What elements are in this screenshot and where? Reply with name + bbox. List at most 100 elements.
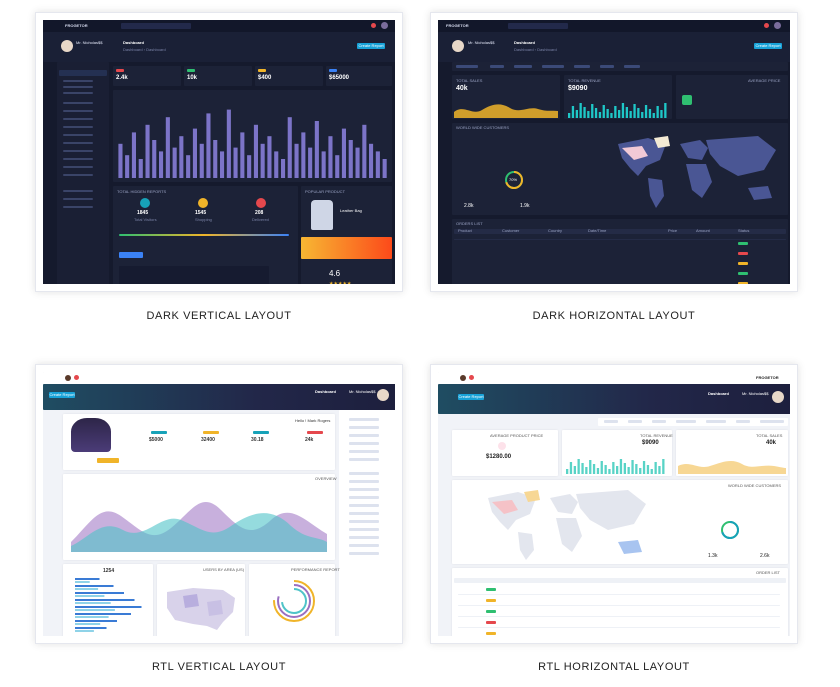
sidebar-item[interactable]	[349, 434, 379, 437]
sidebar-item[interactable]	[63, 126, 93, 128]
bar-16	[220, 151, 225, 178]
search-input[interactable]	[121, 23, 191, 29]
nav-item[interactable]	[676, 420, 696, 423]
stat-badge	[203, 431, 219, 434]
sidebar	[339, 410, 395, 636]
search-input[interactable]	[508, 23, 568, 29]
sidebar-item[interactable]	[63, 102, 93, 104]
mini-column	[641, 112, 644, 118]
sidebar-item[interactable]	[349, 442, 379, 445]
table-row[interactable]	[454, 239, 786, 240]
sidebar-item[interactable]	[349, 504, 379, 507]
rating-value: 4.6	[329, 269, 341, 278]
brand-logo: FROGETOR	[65, 23, 88, 28]
sidebar-item[interactable]	[63, 190, 93, 192]
notification-icon[interactable]	[74, 375, 79, 380]
notification-icon[interactable]	[371, 23, 376, 28]
mini-column	[644, 105, 648, 118]
sidebar-item[interactable]	[349, 472, 379, 475]
nav-item[interactable]	[600, 65, 614, 68]
nav-item[interactable]	[490, 65, 504, 68]
table-row[interactable]	[458, 605, 780, 606]
hbar	[75, 581, 90, 583]
sidebar-item[interactable]	[63, 206, 93, 208]
create-report-button[interactable]: Create Report	[754, 43, 782, 49]
avatar[interactable]	[381, 22, 388, 29]
dark-horizontal-preview[interactable]: FROGETOR Mr. Nicholas$$ Dashboard Dashbo…	[430, 12, 798, 292]
sidebar-item[interactable]	[349, 426, 379, 429]
mini-column	[658, 466, 661, 474]
nav-item[interactable]	[604, 420, 618, 423]
sidebar-item[interactable]	[63, 158, 93, 160]
sidebar-item[interactable]	[349, 512, 379, 515]
sidebar-item[interactable]	[349, 520, 379, 523]
notification-icon[interactable]	[469, 375, 474, 380]
mini-column	[623, 463, 626, 474]
table-row[interactable]	[458, 627, 780, 628]
avatar[interactable]	[65, 375, 71, 381]
nav-item[interactable]	[736, 420, 750, 423]
sidebar-item[interactable]	[349, 450, 379, 453]
sidebar-item-dashboard[interactable]	[59, 70, 107, 76]
status-badge	[738, 272, 748, 275]
nav-item[interactable]	[542, 65, 564, 68]
table-row[interactable]	[458, 594, 780, 595]
profile-avatar	[61, 40, 73, 52]
bar-28	[301, 132, 306, 178]
sidebar-item[interactable]	[63, 92, 93, 94]
rtl-horizontal-preview[interactable]: FROGETOR Create Report Dashboard Mr. Nic…	[430, 364, 798, 644]
create-report-button[interactable]: Create Report	[357, 43, 385, 49]
timeline-button[interactable]	[119, 252, 143, 258]
sidebar-item[interactable]	[63, 166, 93, 168]
notification-icon[interactable]	[764, 23, 769, 28]
sidebar-item[interactable]	[349, 480, 379, 483]
sidebar-item[interactable]	[63, 134, 93, 136]
sidebar-item[interactable]	[63, 150, 93, 152]
avatar[interactable]	[460, 375, 466, 381]
nav-item[interactable]	[706, 420, 726, 423]
sidebar-item[interactable]	[63, 198, 93, 200]
create-report-button[interactable]: Create Report	[458, 394, 484, 400]
rtl-vertical-preview[interactable]: Create Report Dashboard Mr. Nicholas$$	[35, 364, 403, 644]
sidebar-item[interactable]	[63, 118, 93, 120]
bar-7	[159, 151, 164, 178]
nav-item[interactable]	[652, 420, 666, 423]
sidebar-item[interactable]	[63, 80, 93, 82]
sidebar-item[interactable]	[63, 174, 93, 176]
sidebar-item[interactable]	[349, 418, 379, 421]
hbar	[75, 623, 101, 625]
bar-32	[328, 136, 333, 178]
revenue-column-chart	[568, 103, 667, 118]
nav-item[interactable]	[456, 65, 478, 68]
sidebar-item[interactable]	[63, 86, 93, 88]
create-report-button[interactable]: Create Report	[49, 392, 75, 398]
action-button[interactable]	[97, 458, 119, 463]
nav-item[interactable]	[628, 420, 642, 423]
hbar	[75, 592, 124, 594]
country-count: 1.3k	[708, 553, 718, 559]
page-header	[43, 384, 395, 410]
mini-column	[650, 469, 653, 474]
sidebar-item[interactable]	[349, 496, 379, 499]
nav-item[interactable]	[760, 420, 784, 423]
stat-card	[255, 66, 323, 86]
sidebar-item[interactable]	[349, 528, 379, 531]
nav-item[interactable]	[624, 65, 640, 68]
sidebar-item[interactable]	[349, 544, 379, 547]
nav-item[interactable]	[514, 65, 532, 68]
sidebar-item[interactable]	[349, 488, 379, 491]
sidebar-item[interactable]	[349, 536, 379, 539]
sidebar-item[interactable]	[349, 458, 379, 461]
bar-11	[186, 155, 191, 178]
nav-item[interactable]	[574, 65, 590, 68]
avatar[interactable]	[774, 22, 781, 29]
sidebar-item[interactable]	[63, 110, 93, 112]
page-header	[438, 32, 790, 62]
bar-5	[145, 124, 150, 178]
sidebar-item[interactable]	[63, 142, 93, 144]
dark-vertical-preview[interactable]: FROGETOR Mr. Nicholas$$ Dashboard Dashbo…	[35, 12, 403, 292]
product-name: Leather Bag	[340, 208, 362, 213]
sidebar-item[interactable]	[349, 552, 379, 555]
table-row[interactable]	[458, 616, 780, 617]
rating-stars: ★★★★★	[329, 281, 352, 284]
